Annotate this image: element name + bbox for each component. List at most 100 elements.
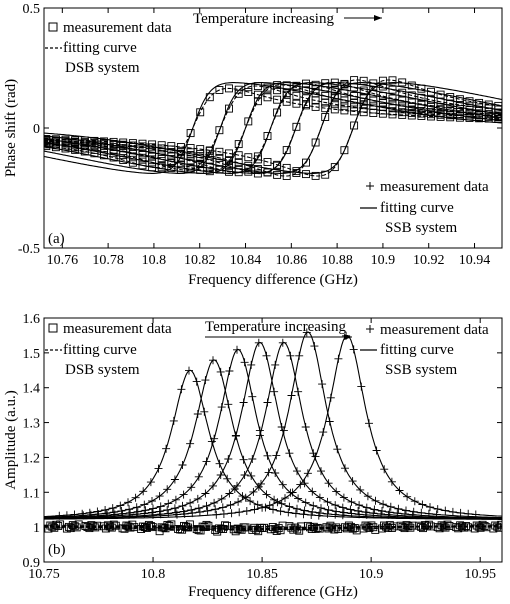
dsb-measurement-marker [417,104,426,113]
ssb-measurement-marker [131,493,140,502]
ssb-measurement-marker [217,494,226,503]
ssb-measurement-marker [185,366,193,375]
ssb-measurement-marker [332,487,341,496]
ssb-measurement-marker [285,502,294,511]
ssb-measurement-marker [380,465,389,474]
dsb-measurement-marker [359,97,368,106]
panel-a-xtick-label: 10.92 [413,253,445,268]
dsb-measurement-marker [263,93,272,102]
ssb-measurement-marker [156,502,165,511]
ssb-measurement-marker [217,403,226,412]
legend-dsb-markers-label: measurement data [63,321,172,337]
dsb-measurement-marker [462,522,470,530]
panel-a-xtick-label: 10.9 [371,253,396,268]
ssb-measurement-marker [177,385,186,394]
dsb-measurement-marker [244,83,253,92]
ssb-measurement-marker [441,506,450,515]
dsb-measurement-marker [278,521,287,530]
ssb-measurement-marker [331,510,340,519]
ssb-measurement-marker [324,505,333,514]
panel-a-legend-dsb: measurement data fitting curve DSB syste… [45,20,172,76]
dsb-fit-curve-7 [44,525,502,530]
ssb-measurement-marker [215,459,224,468]
dsb-measurement-marker [495,523,502,532]
dsb-measurement-marker [475,103,484,112]
dsb-measurement-marker [340,106,349,115]
ssb-measurement-marker [393,509,402,518]
dsb-measurement-marker [334,525,343,533]
dsb-measurement-marker [163,521,172,529]
dsb-measurement-marker [446,93,455,101]
ssb-measurement-marker [295,351,304,360]
panel-a-xlabel: Frequency difference (GHz) [188,272,358,288]
ssb-measurement-marker [418,500,427,509]
legend-dsb-curve-label: fitting curve [63,342,137,358]
ssb-measurement-marker [262,490,271,499]
dsb-measurement-marker [407,91,416,100]
ssb-measurement-marker [278,338,287,347]
ssb-measurement-marker [255,431,264,440]
ssb-measurement-marker [224,400,233,409]
dsb-measurement-marker [205,162,214,171]
ssb-measurement-marker [246,497,255,506]
dsb-measurement-marker [311,524,320,533]
ssb-measurement-marker [424,509,433,518]
ssb-measurement-marker [309,449,318,458]
panel-b-xtick-label: 10.9 [359,567,384,582]
dsb-measurement-marker [321,91,330,100]
dsb-measurement-marker [417,100,426,109]
dsb-measurement-marker [54,522,63,530]
dsb-measurement-marker [202,520,211,529]
dsb-measurement-marker [456,521,465,530]
panel-a-ytick-label: 0.5 [23,2,41,17]
dsb-measurement-marker [148,140,157,149]
panel-a-xtick-label: 10.82 [184,253,216,268]
ssb-measurement-marker [347,509,356,518]
ssb-measurement-marker [224,455,233,463]
dsb-measurement-marker [186,144,195,152]
ssb-measurement-marker [386,502,395,511]
ssb-measurement-marker [339,493,348,502]
ssb-measurement-marker [400,510,409,518]
panel-b-ytick-label: 1.4 [23,382,41,397]
ssb-measurement-marker [341,464,349,473]
dsb-measurement-marker [388,94,397,103]
dsb-measurement-marker [295,526,304,535]
ssb-measurement-marker [187,505,196,514]
dsb-measurement-marker [186,163,195,172]
ssb-measurement-marker [235,508,244,517]
dsb-measurement-marker [292,91,301,100]
ssb-measurement-marker [417,508,426,517]
dsb-measurement-marker [369,101,378,110]
panel-b-ytick-label: 1.2 [23,451,41,466]
ssb-measurement-marker [247,360,256,369]
ssb-measurement-marker [225,489,234,498]
dsb-fit-curve-2 [44,85,502,171]
dsb-measurement-marker [273,81,282,90]
ssb-measurement-marker [139,487,148,496]
dsb-measurement-marker [215,126,224,135]
ssb-measurement-marker [200,407,209,416]
dsb-measurement-marker [244,167,253,176]
ssb-measurement-marker [272,451,281,460]
ssb-measurement-marker [225,367,234,375]
dsb-measurement-marker [427,87,435,96]
dsb-measurement-marker [292,99,301,108]
ssb-measurement-marker [262,351,271,360]
panel-b-ytick-label: 1 [33,521,40,536]
dsb-measurement-marker [330,163,339,172]
dsb-measurement-marker [87,521,96,530]
ssb-fit-curve-6 [44,82,502,174]
panel-a-legend-ssb: measurement data fitting curve SSB syste… [360,179,489,236]
dsb-measurement-marker [340,89,349,98]
dsb-measurement-marker [476,523,485,532]
ssb-measurement-marker [223,474,232,483]
ssb-fit-curve-4 [44,82,502,174]
panel-b-ytick-label: 1.6 [23,312,41,327]
panel-b-legend-dsb: measurement data fitting curve DSB syste… [45,321,172,378]
legend-plus-marker [366,182,374,190]
dsb-measurement-marker [398,101,407,110]
ssb-measurement-marker [186,498,195,507]
panel-a-phase-shift: 10.76 10.78 10.8 10.82 10.84 10.86 10.88 10.9 10… [3,2,503,288]
ssb-measurement-marker [116,501,125,510]
